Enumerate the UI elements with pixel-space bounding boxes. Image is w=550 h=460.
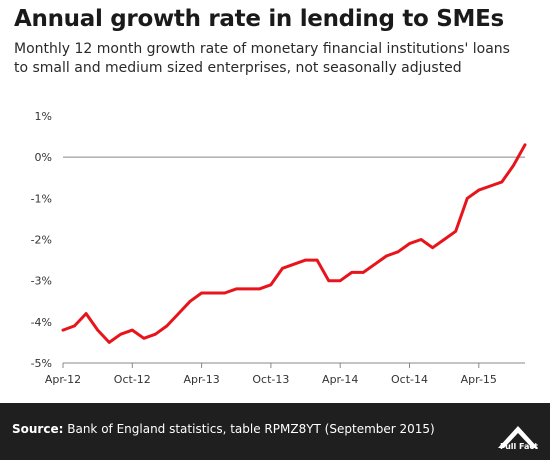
source-note: Source: Bank of England statistics, tabl… xyxy=(12,422,435,436)
chart-title: Annual growth rate in lending to SMEs xyxy=(14,6,504,32)
data-point xyxy=(142,337,146,340)
data-point xyxy=(234,287,238,291)
line-chart: 1% 0% -1% -2% -3% -4% -5% Apr-12 Oct-12 Apr-13 Oc… xyxy=(31,110,527,386)
x-tick-label: Oct-14 xyxy=(391,373,428,386)
x-tick-label: Apr-12 xyxy=(45,373,81,386)
data-point xyxy=(281,267,284,270)
data-point xyxy=(269,283,273,287)
data-point xyxy=(373,262,377,266)
x-tick-label: Oct-12 xyxy=(114,373,151,386)
data-point xyxy=(154,332,157,336)
x-axis-ticks: Apr-12 Oct-12 Apr-13 Oct-13 Apr-14 Oct-14 Apr-… xyxy=(45,363,497,386)
y-tick-label: 0% xyxy=(35,151,52,164)
data-point xyxy=(200,291,203,295)
data-point xyxy=(431,246,434,250)
y-tick-label: 1% xyxy=(35,110,52,123)
data-point xyxy=(258,287,261,291)
data-point xyxy=(292,262,296,266)
y-tick-label: -3% xyxy=(31,275,52,288)
data-point xyxy=(177,312,180,315)
logo-text: Full Fact xyxy=(500,442,538,451)
data-point xyxy=(396,250,400,254)
data-point xyxy=(107,341,111,344)
x-tick-label: Oct-13 xyxy=(252,373,289,386)
data-point xyxy=(454,229,458,233)
data-point xyxy=(512,164,515,167)
x-tick-label: Apr-13 xyxy=(183,373,219,386)
data-point xyxy=(84,312,88,315)
data-point xyxy=(96,328,99,332)
series-layer xyxy=(61,143,527,344)
data-point xyxy=(327,279,330,282)
data-point xyxy=(523,143,527,147)
data-point xyxy=(385,254,388,258)
data-point xyxy=(477,188,481,192)
chart-subtitle: Monthly 12 month growth rate of monetary… xyxy=(14,41,510,76)
data-point xyxy=(442,238,446,241)
data-point xyxy=(315,258,319,262)
data-point xyxy=(465,197,469,200)
y-tick-label: -4% xyxy=(31,316,52,329)
data-point xyxy=(408,242,411,245)
data-point xyxy=(211,291,215,295)
footer-bar: Source: Bank of England statistics, tabl… xyxy=(0,403,550,460)
data-point xyxy=(73,324,76,328)
x-tick-label: Apr-15 xyxy=(461,373,497,386)
data-point xyxy=(489,184,492,188)
data-point xyxy=(131,328,134,332)
data-point xyxy=(362,271,365,274)
series-line xyxy=(61,143,527,344)
y-tick-label: -1% xyxy=(31,192,52,205)
data-point xyxy=(350,271,354,274)
y-axis-ticks: 1% 0% -1% -2% -3% -4% -5% xyxy=(31,110,52,370)
data-point xyxy=(338,279,342,282)
data-point xyxy=(246,287,250,291)
y-tick-label: -2% xyxy=(31,234,52,247)
data-point xyxy=(223,291,226,295)
source-label: Source: xyxy=(12,422,64,436)
data-point xyxy=(119,332,123,336)
x-tick-label: Apr-14 xyxy=(322,373,358,386)
data-point xyxy=(419,238,423,241)
data-point xyxy=(188,299,192,303)
data-point xyxy=(304,258,307,262)
source-text: Bank of England statistics, table RPMZ8Y… xyxy=(67,422,435,436)
data-point xyxy=(165,324,169,328)
data-point xyxy=(500,180,504,184)
y-tick-label: -5% xyxy=(31,357,52,370)
data-point xyxy=(61,328,65,332)
full-fact-logo-icon xyxy=(498,426,538,448)
